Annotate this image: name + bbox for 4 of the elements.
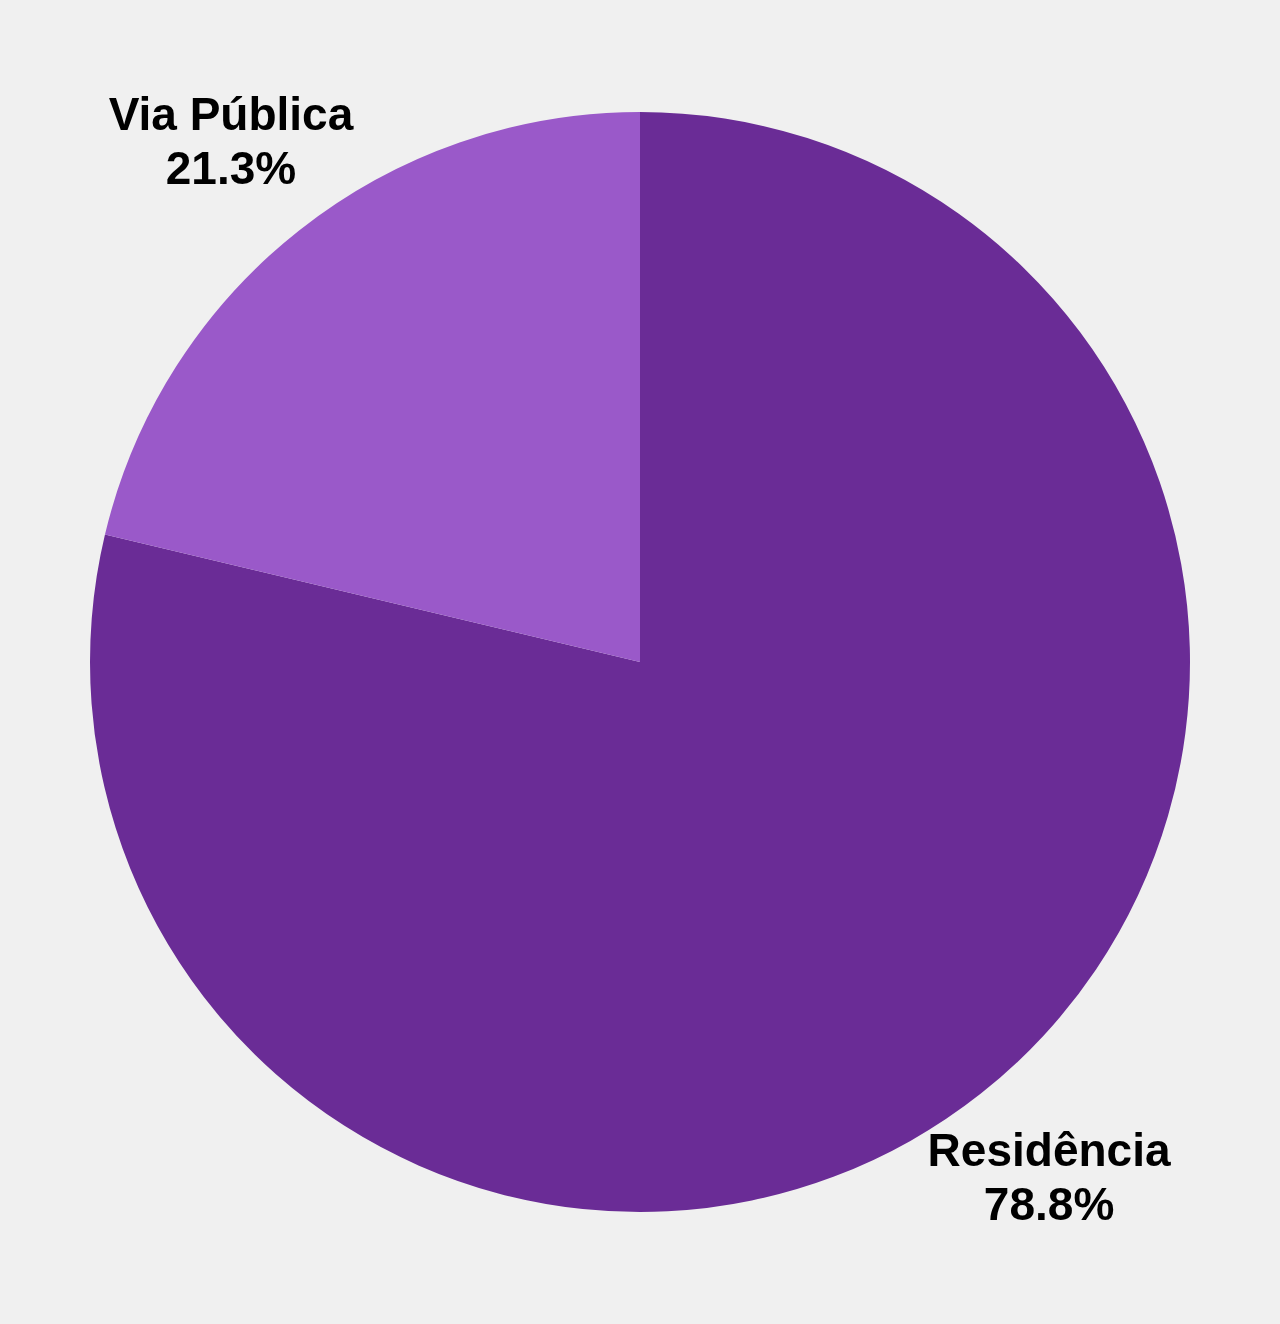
data-label: 78.8% — [983, 1177, 1115, 1230]
slice-label: Residência — [927, 1123, 1171, 1176]
data-label: 21.3% — [165, 141, 297, 194]
slice-label: Via Pública — [108, 87, 354, 140]
